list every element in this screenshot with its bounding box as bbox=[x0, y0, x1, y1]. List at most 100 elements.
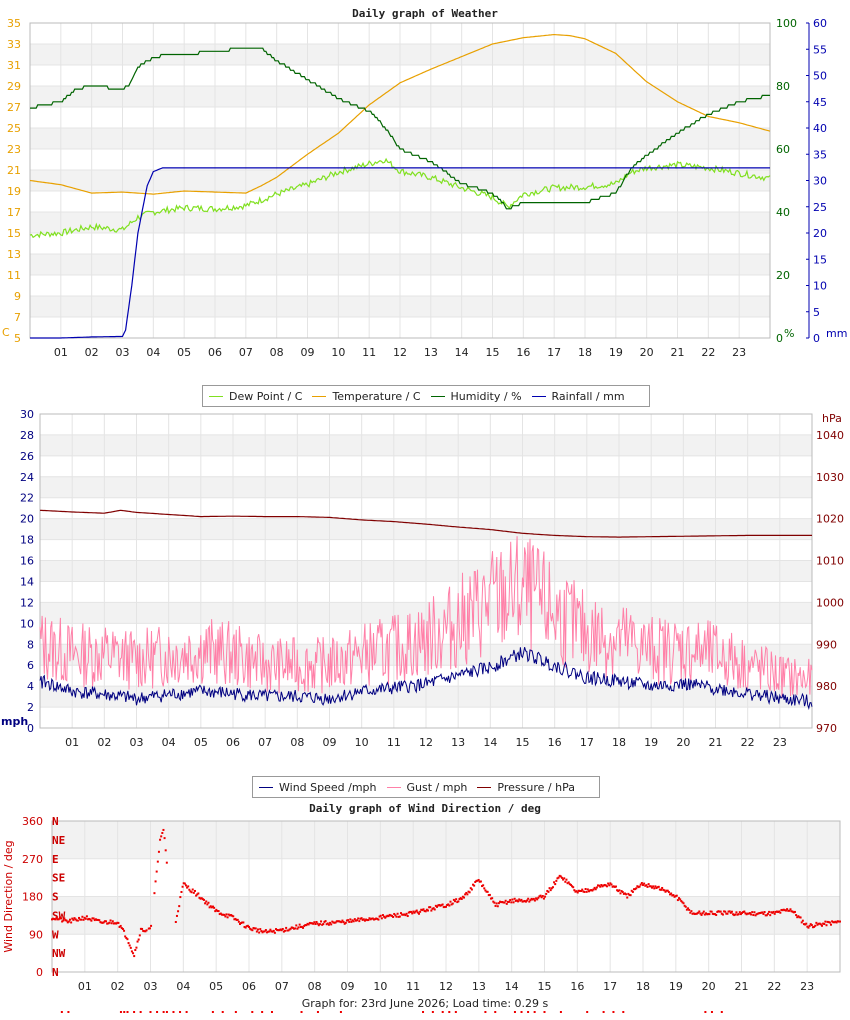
direction-point bbox=[754, 914, 757, 917]
direction-point bbox=[621, 891, 624, 894]
direction-point bbox=[270, 930, 273, 933]
direction-point bbox=[512, 901, 515, 904]
direction-point bbox=[824, 920, 827, 923]
direction-point bbox=[721, 913, 724, 916]
direction-point bbox=[243, 925, 246, 928]
direction-point bbox=[290, 926, 293, 929]
x-tick-label: 21 bbox=[709, 736, 723, 749]
direction-point bbox=[591, 889, 594, 892]
direction-point bbox=[401, 913, 404, 916]
x-tick-label: 03 bbox=[144, 980, 158, 993]
direction-point bbox=[558, 874, 561, 877]
compass-label: N bbox=[52, 966, 59, 979]
direction-point bbox=[429, 906, 432, 909]
direction-point bbox=[684, 905, 687, 908]
x-tick-label: 14 bbox=[505, 980, 519, 993]
direction-point bbox=[53, 918, 56, 921]
direction-point bbox=[614, 885, 617, 888]
direction-point bbox=[681, 901, 684, 904]
direction-point bbox=[658, 888, 661, 891]
calm-tick bbox=[622, 1011, 625, 1013]
direction-point bbox=[145, 929, 148, 932]
direction-point bbox=[150, 924, 153, 927]
direction-point bbox=[562, 878, 565, 881]
direction-point bbox=[415, 909, 418, 912]
x-tick-label: 16 bbox=[516, 346, 530, 359]
direction-point bbox=[766, 912, 769, 915]
direction-point bbox=[811, 926, 814, 929]
direction-point bbox=[514, 899, 517, 902]
direction-point bbox=[834, 920, 837, 923]
direction-point bbox=[778, 910, 781, 913]
x-tick-label: 08 bbox=[270, 346, 284, 359]
direction-point bbox=[420, 908, 423, 911]
y-left-tick-label: 10 bbox=[20, 617, 34, 630]
calm-tick bbox=[602, 1011, 605, 1013]
x-tick-label: 20 bbox=[676, 736, 690, 749]
direction-point bbox=[132, 952, 135, 955]
direction-point bbox=[200, 897, 203, 900]
direction-point bbox=[447, 903, 450, 906]
direction-point bbox=[324, 920, 327, 923]
direction-point bbox=[135, 946, 138, 949]
direction-point bbox=[295, 924, 298, 927]
x-tick-label: 02 bbox=[85, 346, 99, 359]
direction-point bbox=[213, 906, 216, 909]
direction-point bbox=[544, 895, 547, 898]
direction-point bbox=[412, 910, 415, 913]
direction-point bbox=[244, 926, 247, 929]
direction-point bbox=[705, 912, 708, 915]
y-left-tick-label: 5 bbox=[14, 332, 21, 345]
x-tick-label: 21 bbox=[671, 346, 685, 359]
direction-point bbox=[475, 879, 478, 882]
direction-point bbox=[73, 917, 76, 920]
direction-point bbox=[595, 886, 598, 889]
direction-point bbox=[744, 912, 747, 915]
x-tick-label: 18 bbox=[578, 346, 592, 359]
direction-point bbox=[810, 924, 813, 927]
x-tick-label: 14 bbox=[455, 346, 469, 359]
direction-point bbox=[761, 911, 764, 914]
direction-point bbox=[224, 915, 227, 918]
direction-point bbox=[486, 890, 489, 893]
direction-point bbox=[590, 889, 593, 892]
direction-point bbox=[139, 927, 142, 930]
direction-point bbox=[711, 912, 714, 915]
direction-point bbox=[289, 927, 292, 930]
legend-item: Temperature / C bbox=[312, 390, 421, 403]
direction-point bbox=[511, 898, 514, 901]
direction-point bbox=[519, 899, 522, 902]
direction-point bbox=[784, 909, 787, 912]
direction-point bbox=[628, 893, 631, 896]
direction-point bbox=[147, 927, 150, 930]
calm-tick bbox=[261, 1011, 264, 1013]
y-left-tick-label: 18 bbox=[20, 534, 34, 547]
direction-point bbox=[334, 921, 337, 924]
direction-point bbox=[783, 909, 786, 912]
direction-point bbox=[207, 901, 210, 904]
direction-point bbox=[129, 946, 132, 949]
direction-point bbox=[643, 882, 646, 885]
direction-point bbox=[259, 928, 262, 931]
direction-point bbox=[524, 900, 527, 903]
direction-point bbox=[755, 913, 758, 916]
direction-point bbox=[611, 885, 614, 888]
direction-point bbox=[330, 923, 333, 926]
calm-tick bbox=[221, 1011, 224, 1013]
y-right2-tick-label: 35 bbox=[813, 148, 827, 161]
direction-point bbox=[175, 914, 178, 917]
direction-point bbox=[567, 881, 570, 884]
direction-point bbox=[635, 887, 638, 890]
direction-point bbox=[451, 902, 454, 905]
calm-tick bbox=[612, 1011, 615, 1013]
direction-point bbox=[823, 923, 826, 926]
direction-point bbox=[195, 894, 198, 897]
direction-point bbox=[246, 924, 249, 927]
direction-point bbox=[363, 919, 366, 922]
direction-point bbox=[802, 923, 805, 926]
direction-point bbox=[492, 900, 495, 903]
calm-tick bbox=[156, 1011, 159, 1013]
direction-point bbox=[673, 895, 676, 898]
direction-point bbox=[126, 938, 129, 941]
direction-point bbox=[806, 925, 809, 928]
